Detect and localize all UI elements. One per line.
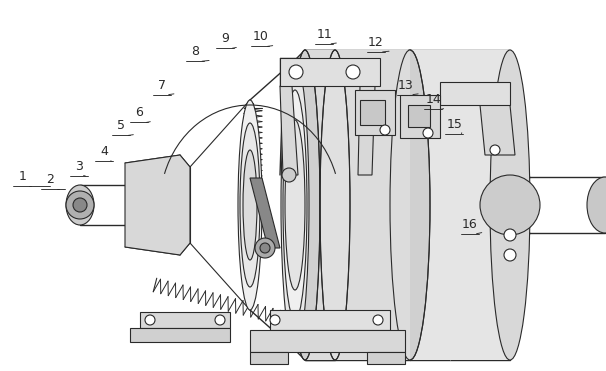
Ellipse shape	[243, 150, 257, 260]
Text: 10: 10	[253, 30, 268, 43]
Text: 15: 15	[447, 118, 462, 131]
Ellipse shape	[281, 60, 309, 350]
Ellipse shape	[283, 90, 307, 320]
Polygon shape	[305, 50, 410, 360]
Circle shape	[423, 128, 433, 138]
Ellipse shape	[587, 177, 606, 233]
Ellipse shape	[238, 100, 262, 310]
Text: 7: 7	[158, 79, 165, 92]
Text: 5: 5	[117, 119, 125, 132]
Ellipse shape	[320, 50, 350, 360]
Circle shape	[66, 191, 94, 219]
Text: 3: 3	[75, 160, 82, 173]
Ellipse shape	[66, 185, 94, 225]
Polygon shape	[125, 155, 190, 255]
Ellipse shape	[490, 50, 530, 360]
Polygon shape	[355, 90, 395, 135]
Ellipse shape	[390, 50, 430, 360]
Circle shape	[255, 238, 275, 258]
Text: 9: 9	[221, 32, 229, 45]
Polygon shape	[480, 105, 515, 155]
Polygon shape	[358, 86, 375, 175]
Circle shape	[480, 175, 540, 235]
Text: 8: 8	[191, 45, 199, 58]
Circle shape	[373, 315, 383, 325]
Circle shape	[215, 315, 225, 325]
Circle shape	[282, 168, 296, 182]
Circle shape	[289, 65, 303, 79]
Bar	[280, 58, 380, 86]
Polygon shape	[280, 86, 298, 175]
Text: 12: 12	[368, 36, 384, 49]
Bar	[360, 100, 385, 125]
Bar	[367, 352, 405, 364]
Circle shape	[145, 315, 155, 325]
Circle shape	[73, 198, 87, 212]
Circle shape	[270, 315, 280, 325]
Text: 1: 1	[18, 170, 26, 183]
Circle shape	[260, 243, 270, 253]
Ellipse shape	[290, 50, 320, 360]
Bar	[130, 328, 230, 342]
Polygon shape	[250, 178, 280, 248]
Text: 2: 2	[46, 173, 54, 186]
Polygon shape	[400, 95, 440, 138]
Text: 13: 13	[398, 79, 414, 92]
Text: 16: 16	[462, 218, 478, 231]
Circle shape	[504, 229, 516, 241]
Circle shape	[490, 145, 500, 155]
Bar	[250, 330, 405, 352]
Bar	[140, 312, 230, 328]
Text: 6: 6	[135, 106, 143, 119]
Circle shape	[380, 125, 390, 135]
Text: 11: 11	[316, 28, 332, 41]
Polygon shape	[410, 50, 510, 360]
Circle shape	[504, 249, 516, 261]
Ellipse shape	[240, 123, 260, 287]
Bar	[250, 352, 288, 364]
Text: 14: 14	[425, 93, 441, 106]
Ellipse shape	[285, 120, 305, 290]
Polygon shape	[440, 82, 510, 105]
Bar	[408, 105, 430, 127]
Text: 4: 4	[100, 145, 108, 158]
Bar	[270, 310, 390, 330]
Circle shape	[346, 65, 360, 79]
